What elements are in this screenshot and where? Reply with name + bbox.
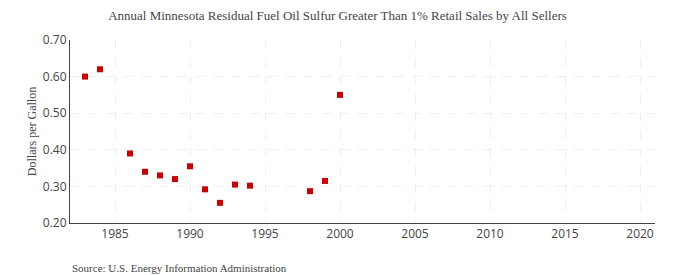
- svg-text:2020: 2020: [626, 225, 654, 242]
- svg-text:1985: 1985: [101, 225, 129, 242]
- svg-text:2010: 2010: [476, 225, 504, 242]
- svg-text:Source: U.S. Energy Informatio: Source: U.S. Energy Information Administ…: [72, 262, 287, 274]
- svg-text:1990: 1990: [176, 225, 204, 242]
- svg-text:0.70: 0.70: [43, 31, 67, 48]
- svg-text:Annual Minnesota Residual Fuel: Annual Minnesota Residual Fuel Oil Sulfu…: [108, 8, 567, 23]
- svg-text:0.20: 0.20: [43, 214, 67, 231]
- svg-text:0.30: 0.30: [43, 178, 67, 195]
- svg-text:2000: 2000: [326, 225, 354, 242]
- svg-text:0.50: 0.50: [43, 104, 67, 121]
- svg-text:2015: 2015: [551, 225, 579, 242]
- svg-text:Dollars per Gallon: Dollars per Gallon: [25, 87, 39, 176]
- svg-text:1995: 1995: [251, 225, 279, 242]
- svg-text:0.60: 0.60: [43, 68, 67, 85]
- svg-text:2005: 2005: [401, 225, 429, 242]
- svg-text:0.40: 0.40: [43, 141, 67, 158]
